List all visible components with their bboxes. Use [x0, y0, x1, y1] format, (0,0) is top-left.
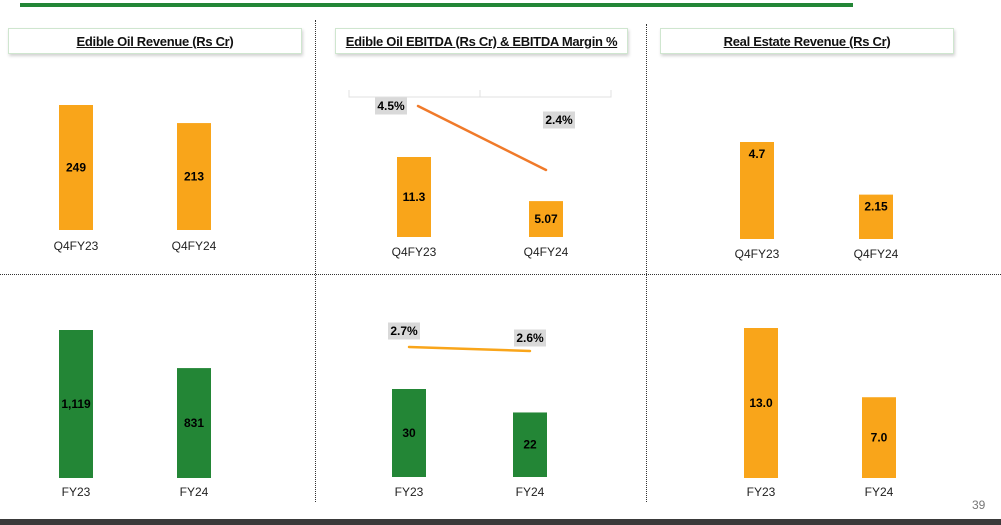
category-label: FY24	[180, 485, 209, 499]
bar-q4fy23	[740, 142, 774, 239]
header-accent-bar	[20, 3, 853, 7]
title-text: Edible Oil EBITDA (Rs Cr) & EBITDA Margi…	[345, 33, 618, 49]
vertical-divider-left	[315, 20, 316, 502]
category-label: Q4FY23	[735, 247, 780, 261]
bar-fy24	[513, 412, 547, 477]
category-label: FY23	[62, 485, 91, 499]
margin-label-bg	[388, 322, 420, 340]
bar-q4fy23	[397, 157, 431, 237]
data-label: 11.3	[403, 190, 426, 204]
category-label: Q4FY23	[392, 245, 437, 259]
margin-label: 4.5%	[377, 99, 405, 113]
data-label: 2.15	[864, 200, 888, 214]
bar-q4fy24	[529, 201, 563, 237]
margin-label: 2.4%	[545, 113, 573, 127]
margin-label-bg	[543, 111, 575, 129]
bar-fy23	[744, 328, 778, 478]
bar-fy23	[392, 389, 426, 477]
footer-bar	[0, 519, 1001, 525]
data-label: 13.0	[749, 396, 773, 410]
title-text: Real Estate Revenue (Rs Cr)	[723, 33, 891, 49]
margin-label-bg	[375, 97, 407, 115]
margin-label: 2.6%	[516, 331, 544, 345]
data-label: 249	[66, 161, 86, 175]
category-label: Q4FY24	[524, 245, 569, 259]
bar-q4fy23	[59, 105, 93, 230]
title-real-estate-revenue: Real Estate Revenue (Rs Cr)	[660, 28, 954, 54]
category-label: Q4FY23	[54, 239, 99, 253]
data-label: 30	[402, 426, 416, 440]
margin-line	[416, 104, 548, 172]
vertical-divider-right	[646, 24, 647, 502]
page-number: 39	[972, 498, 986, 512]
data-label: 213	[184, 170, 204, 184]
data-label: 831	[184, 416, 204, 430]
title-edible-oil-ebitda: Edible Oil EBITDA (Rs Cr) & EBITDA Margi…	[335, 28, 628, 54]
data-label: 5.07	[534, 212, 558, 226]
bar-q4fy24	[859, 194, 893, 239]
data-label: 1,119	[61, 397, 91, 411]
faint-axis-bracket	[348, 90, 612, 98]
margin-label: 2.7%	[390, 324, 418, 338]
bar-fy24	[862, 397, 896, 478]
title-text: Edible Oil Revenue (Rs Cr)	[76, 33, 234, 49]
margin-line	[407, 345, 532, 353]
data-label: 22	[523, 438, 537, 452]
margin-label-bg	[514, 329, 546, 347]
category-label: FY24	[865, 485, 894, 499]
category-label: FY24	[516, 485, 545, 499]
category-label: FY23	[395, 485, 424, 499]
title-edible-oil-revenue: Edible Oil Revenue (Rs Cr)	[8, 28, 302, 54]
data-label: 7.0	[871, 431, 888, 445]
horizontal-divider	[0, 274, 1001, 275]
category-label: FY23	[747, 485, 776, 499]
bar-fy24	[177, 368, 211, 478]
bar-fy23	[59, 330, 93, 478]
category-label: Q4FY24	[172, 239, 217, 253]
data-label: 4.7	[749, 147, 766, 161]
category-label: Q4FY24	[854, 247, 899, 261]
bar-q4fy24	[177, 123, 211, 230]
